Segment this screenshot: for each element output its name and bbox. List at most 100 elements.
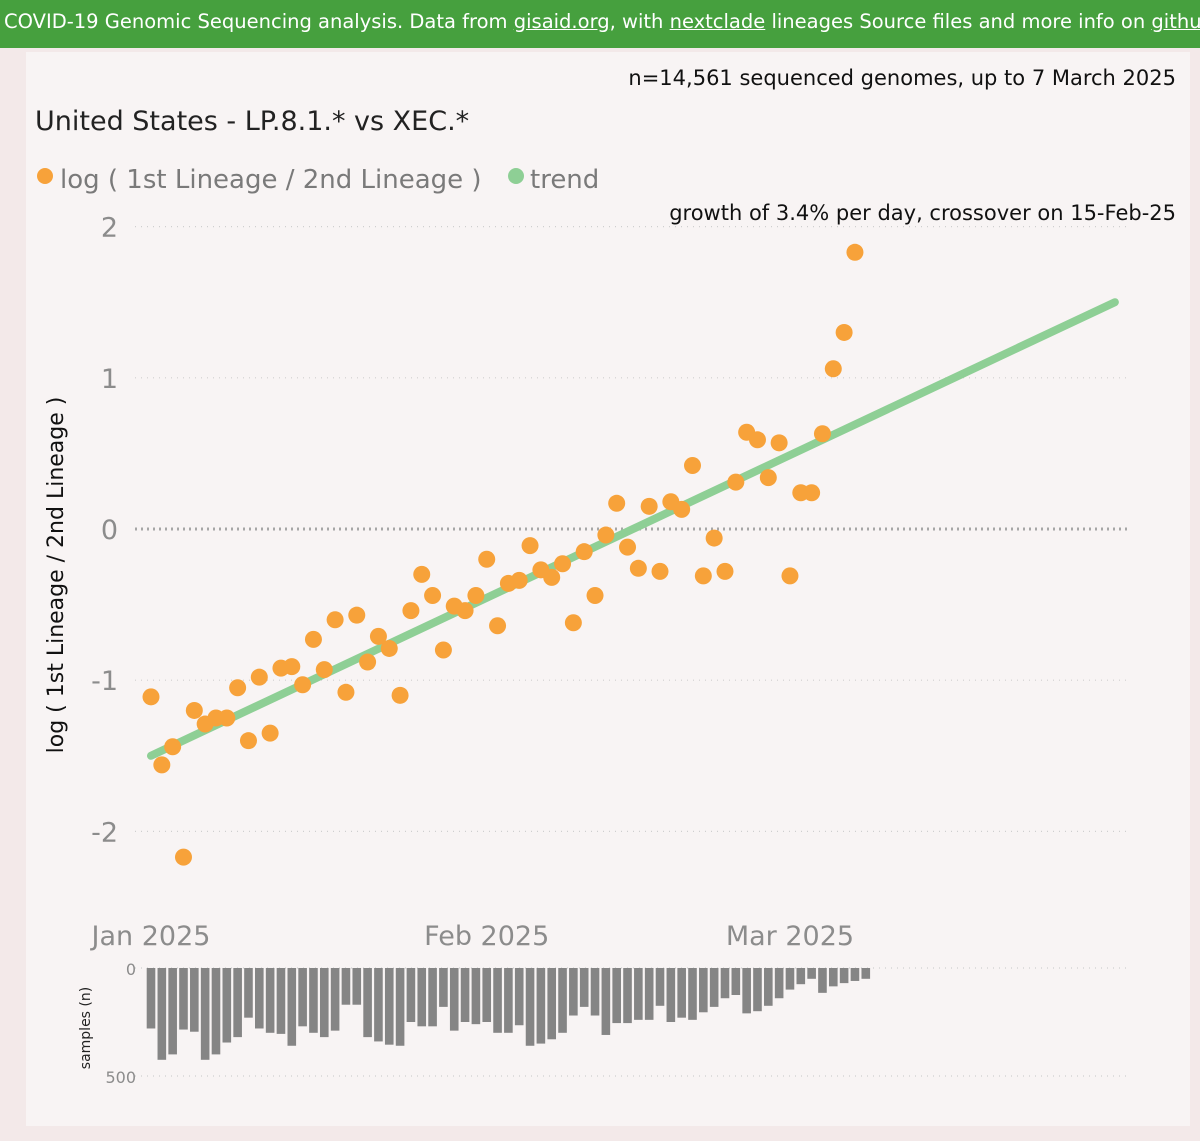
sample-bar: [157, 968, 167, 1060]
data-point: [727, 473, 745, 491]
sample-bar: [265, 968, 275, 1033]
chart-title: United States - LP.8.1.* vs XEC.*: [35, 106, 469, 137]
x-tick-label: Feb 2025: [424, 921, 549, 952]
legend-trend-label: trend: [530, 165, 599, 195]
data-point: [348, 606, 366, 624]
x-tick-label: Jan 2025: [90, 921, 211, 952]
data-point: [229, 679, 247, 697]
sample-bar: [655, 968, 665, 1006]
sample-bar: [774, 968, 784, 999]
sample-bar: [298, 968, 307, 1027]
sample-bar: [211, 968, 221, 1055]
y-tick-label: -2: [91, 817, 118, 848]
nextclade-link[interactable]: nextclade: [669, 10, 766, 33]
data-point: [694, 567, 712, 585]
data-point: [629, 559, 647, 577]
data-point: [575, 543, 593, 561]
sample-bar: [666, 968, 676, 1022]
sample-bar: [677, 968, 686, 1018]
sample-bar: [579, 968, 589, 1007]
sample-bar: [699, 968, 708, 1013]
sample-bar: [839, 968, 849, 984]
data-point: [619, 538, 637, 556]
sample-bar: [471, 968, 481, 1025]
bar-y-tick-label: 0: [126, 960, 136, 979]
sample-bar: [504, 968, 513, 1033]
sample-bar: [168, 968, 177, 1055]
sample-bar: [828, 968, 838, 987]
data-point: [283, 658, 301, 676]
sample-bar: [287, 968, 297, 1046]
sample-bar: [796, 968, 806, 985]
sample-bar: [644, 968, 654, 1020]
sample-bar: [720, 968, 730, 999]
data-point: [467, 587, 485, 605]
sample-bar: [590, 968, 600, 1016]
sample-bar: [753, 968, 762, 1012]
data-point: [424, 587, 442, 605]
data-point: [748, 431, 766, 449]
sample-bar: [688, 968, 697, 1020]
data-point: [759, 469, 777, 487]
data-point: [510, 571, 528, 589]
github-link[interactable]: github: [1151, 10, 1200, 33]
sample-bar: [352, 968, 362, 1005]
sample-bar: [709, 968, 719, 1007]
data-point: [489, 617, 507, 635]
sample-bar: [493, 968, 502, 1033]
data-point: [304, 630, 322, 648]
sample-bar: [439, 968, 448, 1007]
sample-bar: [612, 968, 621, 1024]
data-point: [185, 701, 203, 719]
sample-bar: [363, 968, 372, 1038]
data-point: [239, 732, 257, 750]
banner-text-3: lineages Source files and more info on: [765, 10, 1152, 33]
data-point: [326, 611, 344, 629]
banner-text-1: COVID-19 Genomic Sequencing analysis. Da…: [4, 10, 514, 33]
sample-bar: [428, 968, 437, 1027]
sample-bar: [460, 968, 470, 1022]
sample-bar: [276, 968, 286, 1034]
data-point: [402, 602, 420, 620]
data-point: [174, 848, 192, 866]
data-point: [543, 568, 561, 586]
sample-bar: [395, 968, 405, 1046]
sample-bar: [417, 968, 427, 1027]
sample-bar: [634, 968, 643, 1020]
data-point: [261, 724, 279, 742]
sample-bar: [623, 968, 632, 1024]
sample-bar: [569, 968, 578, 1016]
data-point: [369, 627, 387, 645]
legend-points-label: log ( 1st Lineage / 2nd Lineage ): [60, 165, 482, 195]
data-point: [803, 484, 821, 502]
gisaid-link[interactable]: gisaid.org: [513, 10, 610, 33]
data-point: [684, 456, 701, 474]
sample-bar: [731, 968, 741, 995]
y-tick-label: 2: [101, 213, 118, 244]
sample-bar: [558, 968, 567, 1033]
sample-bar: [406, 968, 416, 1022]
data-point: [359, 653, 377, 671]
data-point: [315, 661, 333, 679]
y-tick-label: 0: [101, 515, 118, 546]
data-point: [391, 686, 409, 704]
growth-annotation: growth of 3.4% per day, crossover on 15-…: [669, 201, 1176, 225]
data-point: [813, 425, 831, 443]
data-point: [337, 683, 355, 701]
data-point: [478, 550, 496, 568]
sample-bar: [861, 968, 871, 979]
data-point: [294, 676, 312, 694]
sample-bar: [764, 968, 773, 1006]
header-banner: COVID-19 Genomic Sequencing analysis. Da…: [0, 0, 1200, 48]
sample-bar: [200, 968, 210, 1060]
data-point: [413, 565, 431, 583]
sample-bar: [244, 968, 253, 1018]
data-point: [250, 668, 268, 686]
sample-bar: [233, 968, 242, 1038]
sample-bar: [330, 968, 340, 1031]
y-tick-label: 1: [101, 364, 118, 395]
data-point: [164, 738, 182, 756]
data-point: [142, 688, 160, 706]
sample-bar: [449, 968, 459, 1031]
